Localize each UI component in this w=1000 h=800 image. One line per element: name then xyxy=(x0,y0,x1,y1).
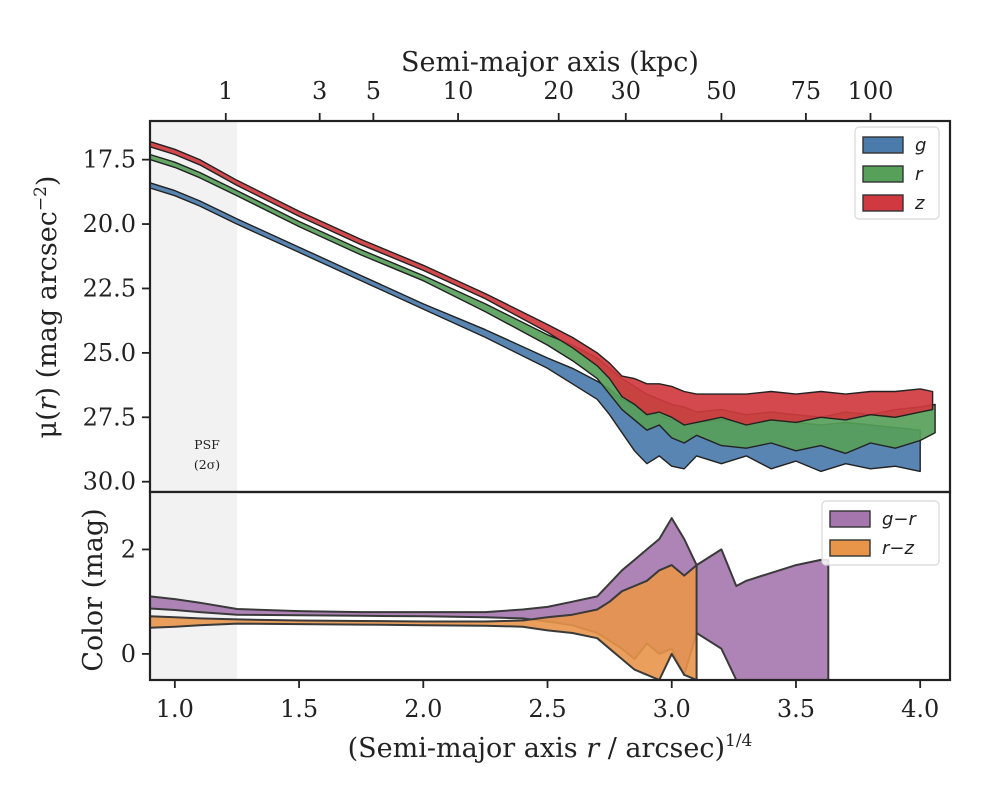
legend-swatch xyxy=(862,165,904,183)
color-areas xyxy=(149,517,830,681)
y-tick-label: 25.0 xyxy=(83,339,136,367)
legend-swatch xyxy=(862,136,904,154)
top-tick-label: 3 xyxy=(312,77,327,105)
top-tick-label: 30 xyxy=(611,77,642,105)
top-tick-label: 50 xyxy=(706,77,737,105)
legend-label: g−r xyxy=(882,509,918,530)
profile-legend: grz xyxy=(854,126,940,220)
x-axis-title: (Semi-major axis r / arcsec)1/4 xyxy=(348,731,753,764)
legend-swatch xyxy=(829,539,871,557)
y-tick-label: 27.5 xyxy=(83,403,136,431)
color-y-tick-label: 0 xyxy=(121,640,136,668)
legend-swatch xyxy=(862,194,904,212)
x-tick-label: 3.0 xyxy=(653,695,691,723)
x-tick-label: 1.5 xyxy=(280,695,318,723)
legend-label: r xyxy=(915,164,924,185)
y-tick-label: 30.0 xyxy=(83,468,136,496)
color-frame xyxy=(148,490,952,682)
x-tick-label: 2.5 xyxy=(528,695,566,723)
psf-label: PSF xyxy=(194,437,220,452)
color-y-tick-label: 2 xyxy=(121,535,136,563)
color-panel: 02 g−rr−z xyxy=(121,490,952,682)
x-tick-label: 1.0 xyxy=(156,695,194,723)
psf-sigma-label: (2σ) xyxy=(194,457,220,472)
y-tick-label: 17.5 xyxy=(83,146,136,174)
color-y-axis-title: Color (mag) xyxy=(78,508,109,671)
top-tick-label: 20 xyxy=(543,77,574,105)
profile-areas xyxy=(149,140,936,473)
top-axis-title: Semi-major axis (kpc) xyxy=(401,47,699,78)
psf-shade-color xyxy=(150,492,237,680)
legend-label: z xyxy=(914,193,925,214)
legend-swatch xyxy=(829,510,871,528)
color-y-ticks: 02 xyxy=(121,535,150,668)
y-tick-label: 22.5 xyxy=(83,274,136,302)
profile-panel: PSF (2σ) 17.5 20.0 22.5 25.0 27.5 30.0 grz xyxy=(83,119,952,496)
top-tick-label: 1 xyxy=(218,77,233,105)
legend-label: g xyxy=(915,135,926,156)
band-g-r xyxy=(149,517,830,681)
top-tick-label: 100 xyxy=(848,77,894,105)
top-axis-ticks: 1 3 5 10 20 30 50 75 100 xyxy=(218,77,893,121)
profile-y-ticks: 17.5 20.0 22.5 25.0 27.5 30.0 xyxy=(83,146,150,496)
x-tick-label: 4.0 xyxy=(901,695,939,723)
top-tick-label: 10 xyxy=(443,77,474,105)
legend-label: r−z xyxy=(882,538,914,559)
x-axis-ticks: 1.0 1.5 2.0 2.5 3.0 3.5 4.0 xyxy=(156,680,939,723)
profile-y-axis-title: μ(r) (mag arcsec−2) xyxy=(31,176,63,439)
top-tick-label: 75 xyxy=(791,77,822,105)
band-z xyxy=(149,140,934,426)
y-tick-label: 20.0 xyxy=(83,210,136,238)
band-r-z xyxy=(149,564,698,681)
top-tick-label: 5 xyxy=(366,77,381,105)
x-tick-label: 3.5 xyxy=(777,695,815,723)
x-tick-label: 2.0 xyxy=(404,695,442,723)
color-legend: g−r r−z xyxy=(821,500,940,566)
